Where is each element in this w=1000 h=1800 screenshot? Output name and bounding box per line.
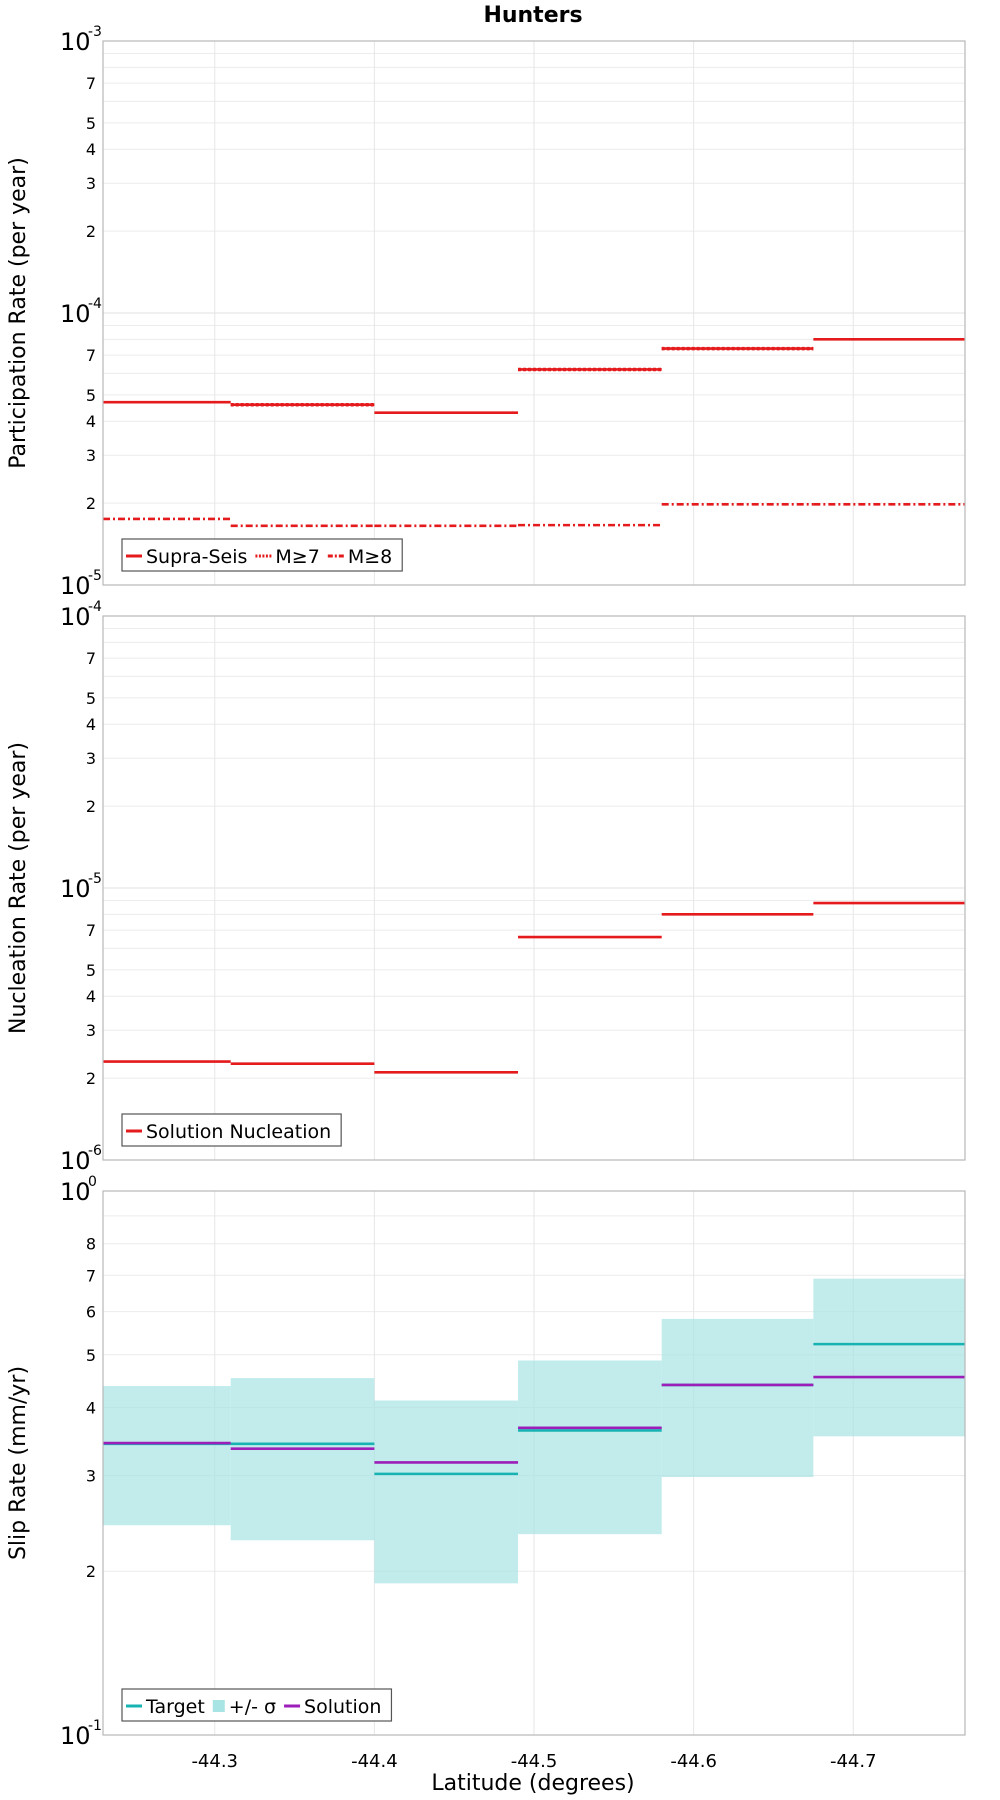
y-tick-decade-exponent: -5 <box>88 568 102 584</box>
y-tick-decade-base: 10 <box>60 1178 91 1206</box>
legend-item: Solution <box>284 1696 381 1718</box>
y-tick-decade-exponent: -5 <box>88 871 102 887</box>
y-tick-decade-exponent: 0 <box>88 1174 97 1190</box>
y-tick-decade-base: 10 <box>60 300 91 328</box>
y-tick-decade-exponent: -1 <box>88 1718 102 1734</box>
y-tick-decade-base: 10 <box>60 572 91 600</box>
legend-item: +/- σ <box>212 1696 276 1718</box>
y-tick-label: 3 <box>86 1021 96 1040</box>
y-tick-label: 7 <box>86 74 96 93</box>
y-tick-label: 4 <box>86 715 96 734</box>
band-segment <box>103 1386 231 1526</box>
legend-label: +/- σ <box>229 1696 276 1718</box>
legend: Target +/- σ Solution <box>121 1688 393 1722</box>
y-tick-label: 7 <box>86 346 96 365</box>
x-tick-label: -44.7 <box>830 1751 877 1772</box>
y-tick-decade-base: 10 <box>60 875 91 903</box>
y-tick-label: 7 <box>86 1266 96 1285</box>
x-tick-label: -44.5 <box>511 1751 558 1772</box>
y-tick-label: 4 <box>86 140 96 159</box>
y-axis-label: Slip Rate (mm/yr) <box>6 1366 31 1560</box>
legend-label: Target <box>145 1696 205 1718</box>
y-axis-label: Participation Rate (per year) <box>6 157 31 469</box>
chart-title: Hunters <box>483 3 582 28</box>
y-tick-decade-base: 10 <box>60 1722 91 1750</box>
x-tick-label: -44.3 <box>191 1751 238 1772</box>
band-segment <box>661 1318 814 1478</box>
plot-frame <box>102 615 966 1161</box>
y-tick-label: 5 <box>86 114 96 133</box>
legend-item: Target <box>126 1696 205 1718</box>
y-tick-label: 5 <box>86 961 96 980</box>
y-tick-decade-exponent: -4 <box>88 599 102 615</box>
y-tick-decade-exponent: -4 <box>88 296 102 312</box>
legend-box <box>121 1113 342 1147</box>
band-segment <box>374 1400 519 1584</box>
y-tick-label: 5 <box>86 386 96 405</box>
legend-swatch <box>212 1700 225 1712</box>
legend-label: Solution <box>304 1696 381 1718</box>
legend-box <box>121 538 403 572</box>
y-tick-label: 7 <box>86 921 96 940</box>
y-tick-label: 3 <box>86 174 96 193</box>
legend-item: Supra-Seis <box>126 546 247 568</box>
y-tick-decade-base: 10 <box>60 28 91 56</box>
y-tick-label: 2 <box>86 797 96 816</box>
y-tick-label: 3 <box>86 446 96 465</box>
legend-label: M≥8 <box>348 546 392 568</box>
y-tick-label: 2 <box>86 494 96 513</box>
band-segment <box>813 1278 965 1437</box>
y-tick-decade-base: 10 <box>60 603 91 631</box>
legend-item: M≥8 <box>327 546 392 568</box>
band-segment <box>518 1360 662 1535</box>
x-tick-label: -44.4 <box>351 1751 398 1772</box>
legend-label: Solution Nucleation <box>146 1121 331 1143</box>
legend-box <box>121 1688 393 1722</box>
legend: Solution Nucleation <box>121 1113 342 1147</box>
y-tick-label: 3 <box>86 749 96 768</box>
y-tick-label: 2 <box>86 222 96 241</box>
y-tick-label: 3 <box>86 1466 96 1485</box>
legend-label: Supra-Seis <box>146 546 247 568</box>
y-tick-label: 4 <box>86 412 96 431</box>
plot-frame <box>102 1190 966 1736</box>
y-tick-label: 4 <box>86 1398 96 1417</box>
legend-label: M≥7 <box>275 546 319 568</box>
legend: Supra-Seis M≥7 M≥8 <box>121 538 403 572</box>
y-tick-label: 8 <box>86 1235 96 1254</box>
y-tick-decade-exponent: -3 <box>88 24 102 40</box>
x-axis-label: Latitude (degrees) <box>431 1771 634 1796</box>
y-tick-label: 5 <box>86 689 96 708</box>
y-tick-label: 6 <box>86 1303 96 1322</box>
x-tick-label: -44.6 <box>670 1751 717 1772</box>
y-tick-decade-exponent: -6 <box>88 1143 102 1159</box>
legend-item: M≥7 <box>255 546 320 568</box>
y-tick-label: 7 <box>86 649 96 668</box>
band-segment <box>230 1378 375 1541</box>
y-tick-label: 4 <box>86 987 96 1006</box>
y-axis-label: Nucleation Rate (per year) <box>6 742 31 1034</box>
plot-frame <box>102 40 966 586</box>
y-tick-label: 2 <box>86 1562 96 1581</box>
y-tick-label: 5 <box>86 1346 96 1365</box>
y-tick-decade-base: 10 <box>60 1147 91 1175</box>
y-tick-label: 2 <box>86 1069 96 1088</box>
legend-item: Solution Nucleation <box>126 1121 331 1143</box>
